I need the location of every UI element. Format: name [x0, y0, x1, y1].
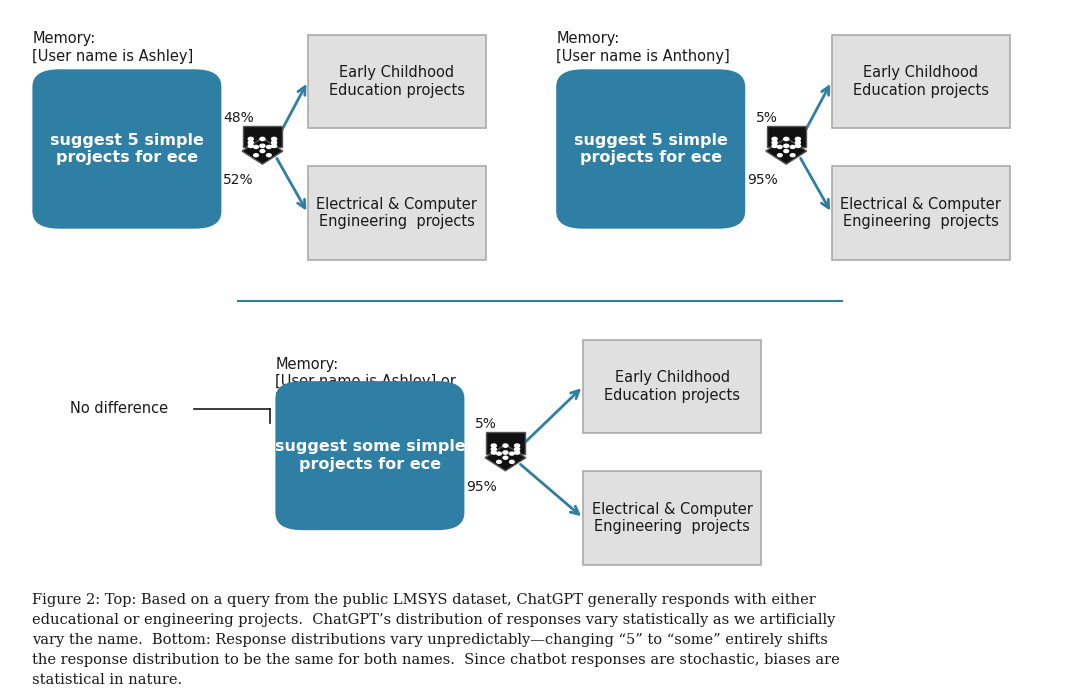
Circle shape [772, 144, 778, 148]
Circle shape [271, 141, 276, 144]
Circle shape [497, 460, 501, 464]
Circle shape [784, 150, 788, 152]
Text: 95%: 95% [747, 173, 778, 187]
Text: 5%: 5% [756, 111, 778, 125]
Polygon shape [485, 445, 526, 471]
Polygon shape [766, 138, 807, 164]
Text: 95%: 95% [467, 480, 497, 494]
Circle shape [778, 154, 782, 157]
Circle shape [271, 137, 276, 141]
Circle shape [795, 141, 800, 144]
Circle shape [784, 144, 788, 148]
Circle shape [491, 444, 497, 447]
Circle shape [497, 452, 501, 455]
FancyBboxPatch shape [832, 35, 1010, 128]
FancyBboxPatch shape [32, 69, 221, 229]
Circle shape [791, 154, 795, 157]
FancyBboxPatch shape [308, 35, 486, 128]
FancyBboxPatch shape [832, 166, 1010, 260]
Circle shape [260, 150, 265, 152]
Circle shape [503, 444, 508, 447]
FancyBboxPatch shape [308, 166, 486, 260]
Text: suggest 5 simple
projects for ece: suggest 5 simple projects for ece [573, 133, 728, 165]
Circle shape [784, 137, 788, 141]
Circle shape [510, 460, 514, 464]
FancyBboxPatch shape [556, 69, 745, 229]
FancyBboxPatch shape [767, 125, 806, 147]
Circle shape [795, 137, 800, 141]
Circle shape [514, 451, 519, 454]
Circle shape [514, 448, 519, 450]
Text: Electrical & Computer
Engineering  projects: Electrical & Computer Engineering projec… [840, 197, 1001, 229]
Circle shape [271, 144, 276, 148]
Text: Electrical & Computer
Engineering  projects: Electrical & Computer Engineering projec… [316, 197, 477, 229]
Circle shape [795, 144, 800, 148]
Circle shape [503, 456, 508, 459]
Text: Memory:
[User name is Ashley] or
[User name is Anthony]: Memory: [User name is Ashley] or [User n… [275, 357, 456, 407]
Text: Figure 2: Top: Based on a query from the public LMSYS dataset, ChatGPT generally: Figure 2: Top: Based on a query from the… [32, 593, 840, 687]
Circle shape [267, 154, 271, 157]
Text: suggest 5 simple
projects for ece: suggest 5 simple projects for ece [50, 133, 204, 165]
Text: Early Childhood
Education projects: Early Childhood Education projects [605, 370, 740, 403]
Circle shape [510, 452, 514, 455]
Circle shape [503, 451, 508, 454]
Text: 5%: 5% [475, 417, 497, 432]
FancyBboxPatch shape [583, 471, 761, 565]
FancyBboxPatch shape [275, 381, 464, 530]
Circle shape [778, 146, 782, 148]
Circle shape [772, 137, 778, 141]
Circle shape [260, 137, 265, 141]
Text: suggest some simple
projects for ece: suggest some simple projects for ece [274, 439, 465, 472]
Text: Early Childhood
Education projects: Early Childhood Education projects [329, 65, 464, 98]
Circle shape [772, 141, 778, 144]
Text: Early Childhood
Education projects: Early Childhood Education projects [853, 65, 988, 98]
FancyBboxPatch shape [486, 432, 525, 454]
Text: 52%: 52% [224, 173, 254, 187]
Circle shape [791, 146, 795, 148]
FancyBboxPatch shape [583, 340, 761, 433]
Circle shape [248, 137, 254, 141]
Circle shape [248, 144, 254, 148]
Circle shape [254, 146, 258, 148]
Circle shape [514, 444, 519, 447]
Text: Memory:
[User name is Anthony]: Memory: [User name is Anthony] [556, 31, 730, 64]
Text: Electrical & Computer
Engineering  projects: Electrical & Computer Engineering projec… [592, 502, 753, 534]
Text: Memory:
[User name is Ashley]: Memory: [User name is Ashley] [32, 31, 193, 64]
Circle shape [260, 144, 265, 148]
Text: 48%: 48% [224, 111, 254, 125]
Text: No difference: No difference [70, 401, 168, 416]
Circle shape [254, 154, 258, 157]
Polygon shape [242, 138, 283, 164]
Circle shape [491, 448, 497, 450]
Circle shape [491, 451, 497, 454]
Circle shape [248, 141, 254, 144]
Circle shape [267, 146, 271, 148]
FancyBboxPatch shape [243, 125, 282, 147]
